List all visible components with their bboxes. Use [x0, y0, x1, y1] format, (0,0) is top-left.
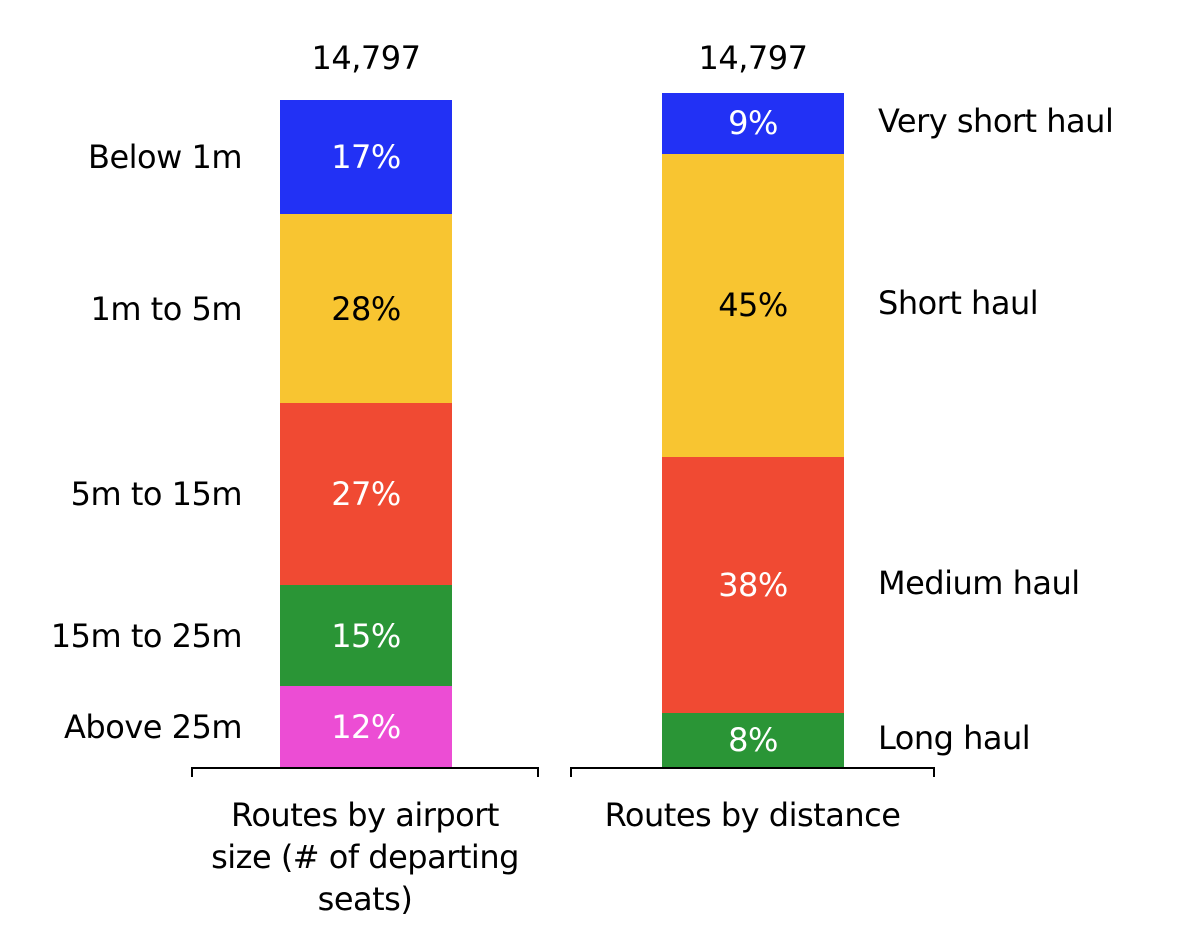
value-label: 27% [331, 475, 401, 514]
bar-segment [662, 153, 844, 457]
value-label: 17% [331, 138, 401, 177]
bar-segment [280, 585, 452, 687]
bar-segment [662, 713, 844, 767]
bar-segment [280, 403, 452, 585]
bracket [191, 767, 539, 777]
bar-segment [280, 214, 452, 404]
legend-label: Above 25m [64, 707, 242, 746]
bar-segment [662, 456, 844, 714]
legend-label: Below 1m [88, 138, 242, 177]
bracket [570, 767, 935, 777]
legend-label: Short haul [878, 284, 1039, 323]
x-axis-label: Routes by airport size (# of departing s… [211, 796, 519, 918]
value-label: 8% [728, 721, 778, 760]
bar-segment [662, 93, 844, 154]
total-label: 14,797 [698, 39, 808, 77]
value-label: 28% [331, 289, 401, 328]
legend-label: Medium haul [878, 564, 1080, 603]
legend-label: 15m to 25m [50, 616, 243, 655]
total-label: 14,797 [311, 39, 421, 77]
x-axis-label: Routes by distance [604, 796, 901, 834]
legend-label: 1m to 5m [90, 289, 242, 328]
value-label: 12% [331, 707, 401, 746]
legend-label: Very short haul [878, 102, 1114, 141]
bar-segment [280, 686, 452, 767]
value-label: 9% [728, 104, 778, 143]
legend-label: 5m to 15m [70, 475, 243, 514]
bar-segment [280, 99, 452, 215]
legend-label: Long haul [878, 719, 1031, 758]
value-label: 45% [718, 286, 788, 325]
value-label: 15% [331, 616, 401, 655]
value-label: 38% [718, 566, 788, 605]
